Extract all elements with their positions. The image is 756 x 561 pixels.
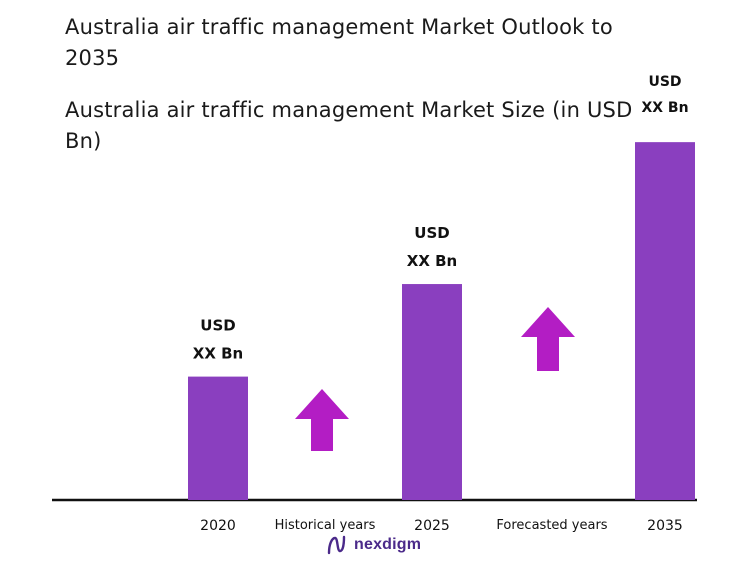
data-label-2035-line2: XX Bn xyxy=(641,100,688,116)
x-tick-label-2020: 2020 xyxy=(200,518,236,534)
bar-2020 xyxy=(188,376,248,500)
growth-arrow-up-icon-historical xyxy=(295,389,349,451)
growth-arrow-up-icon-forecast xyxy=(521,307,575,371)
bar-2025 xyxy=(402,284,462,500)
data-label-2020-line1: USD xyxy=(200,317,235,335)
bar-2035 xyxy=(635,142,695,500)
x-tick-label-2035: 2035 xyxy=(647,518,683,534)
nexdigm-logo-icon xyxy=(327,535,346,555)
chart-title: Australia air traffic management Market … xyxy=(65,15,613,70)
chart-subtitle: Australia air traffic management Market … xyxy=(65,98,633,153)
data-label-2025-line2: XX Bn xyxy=(407,252,457,270)
x-tick-label-2025: 2025 xyxy=(414,518,450,534)
historical-years-label: Historical years xyxy=(275,518,376,533)
brand-logo: nexdigm xyxy=(326,533,421,557)
data-label-2020-line2: XX Bn xyxy=(193,345,243,363)
data-label-2025-line1: USD xyxy=(414,224,449,242)
brand-name: nexdigm xyxy=(354,536,422,553)
data-label-2035-line1: USD xyxy=(648,74,681,90)
forecasted-years-label: Forecasted years xyxy=(496,518,607,533)
